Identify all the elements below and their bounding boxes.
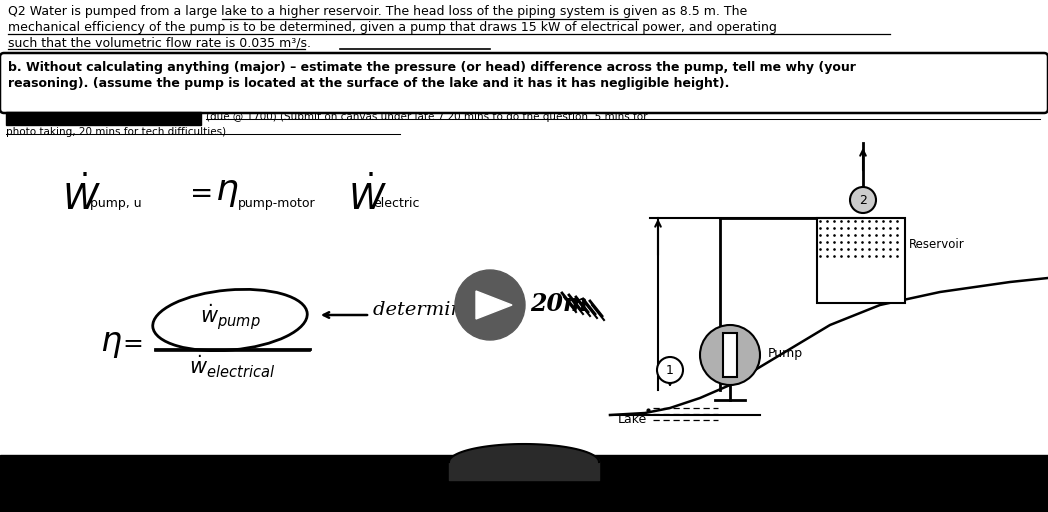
- Text: $\dot{w}_{pump}$: $\dot{w}_{pump}$: [200, 302, 260, 332]
- Text: $\dot{W}$: $\dot{W}$: [62, 175, 101, 217]
- Text: 2: 2: [859, 194, 867, 206]
- Text: (due @ 1700) (Submit on canvas under late 7 20 mins to do the question. 5 mins f: (due @ 1700) (Submit on canvas under lat…: [206, 112, 648, 122]
- Text: $\eta$: $\eta$: [100, 328, 122, 360]
- Text: pump-motor: pump-motor: [238, 197, 315, 210]
- Text: pump, u: pump, u: [90, 197, 141, 210]
- Text: electric: electric: [373, 197, 419, 210]
- Text: $\eta$: $\eta$: [215, 175, 239, 209]
- Bar: [0, 455, 1048, 512]
- Text: determine .: determine .: [373, 301, 487, 319]
- Text: Lake: Lake: [618, 413, 648, 426]
- Polygon shape: [476, 291, 512, 319]
- Text: =: =: [122, 332, 143, 356]
- Text: 20m: 20m: [530, 292, 588, 316]
- Circle shape: [657, 357, 683, 383]
- Text: Reservoir: Reservoir: [909, 238, 965, 251]
- Bar: [6, 112, 201, 125]
- FancyBboxPatch shape: [0, 53, 1048, 113]
- Text: reasoning). (assume the pump is located at the surface of the lake and it has it: reasoning). (assume the pump is located …: [8, 76, 729, 90]
- Text: such that the volumetric flow rate is 0.035 m³/s.: such that the volumetric flow rate is 0.…: [8, 36, 311, 49]
- Bar: [817, 218, 905, 303]
- Text: mechanical efficiency of the pump is to be determined, given a pump that draws 1: mechanical efficiency of the pump is to …: [8, 20, 777, 33]
- Text: 1: 1: [667, 364, 674, 376]
- Bar: [723, 333, 737, 377]
- Text: =: =: [190, 180, 214, 208]
- Text: b. Without calculating anything (major) – estimate the pressure (or head) differ: b. Without calculating anything (major) …: [8, 61, 856, 74]
- Text: photo taking, 20 mins for tech difficulties): photo taking, 20 mins for tech difficult…: [6, 127, 226, 137]
- Circle shape: [700, 325, 760, 385]
- Text: $\dot{w}_{electrical}$: $\dot{w}_{electrical}$: [189, 354, 275, 380]
- Text: $\dot{W}$: $\dot{W}$: [348, 175, 387, 217]
- Circle shape: [850, 187, 876, 213]
- Text: Q2 Water is pumped from a large lake to a higher reservoir. The head loss of the: Q2 Water is pumped from a large lake to …: [8, 5, 747, 18]
- Circle shape: [455, 270, 525, 340]
- Text: Pump: Pump: [768, 347, 803, 360]
